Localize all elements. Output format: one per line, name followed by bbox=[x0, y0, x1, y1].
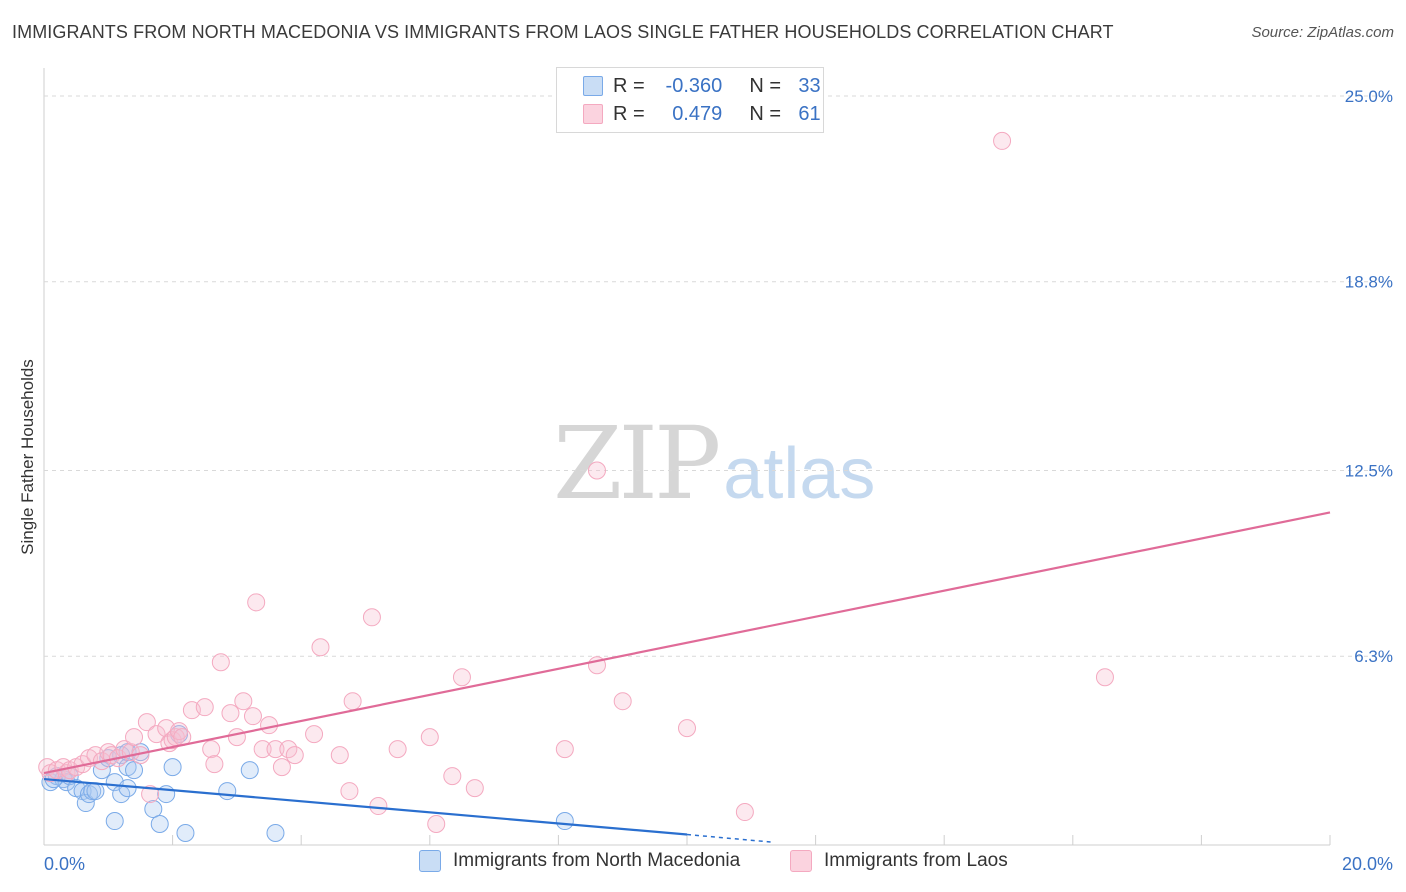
laos-point bbox=[125, 728, 144, 747]
legend-n-label: N = bbox=[749, 74, 782, 97]
laos-point bbox=[170, 722, 189, 741]
source-credit: Source: ZipAtlas.com bbox=[1251, 24, 1394, 41]
laos-point bbox=[330, 746, 349, 765]
north-macedonia-point bbox=[144, 800, 163, 819]
chart-title: IMMIGRANTS FROM NORTH MACEDONIA VS IMMIG… bbox=[12, 22, 1114, 42]
laos-point bbox=[205, 755, 224, 774]
laos-point bbox=[221, 704, 240, 723]
watermark-atlas: atlas bbox=[723, 434, 876, 514]
laos-point bbox=[443, 767, 462, 786]
series-legend-laos: Immigrants from Laos bbox=[790, 850, 1008, 872]
north-macedonia-trend-line bbox=[43, 777, 688, 836]
laos-point bbox=[141, 785, 160, 804]
north-macedonia-point bbox=[125, 761, 144, 780]
laos-point bbox=[311, 638, 330, 657]
laos-point bbox=[678, 719, 696, 738]
legend-r-label: R = bbox=[613, 102, 645, 125]
north-macedonia-trend-extension bbox=[686, 833, 771, 843]
laos-point bbox=[465, 779, 484, 798]
y-tick-label: 12.5% bbox=[1345, 461, 1393, 480]
series-label-laos: Immigrants from Laos bbox=[824, 850, 1008, 871]
y-tick-label: 6.3% bbox=[1354, 647, 1393, 666]
laos-point bbox=[388, 740, 407, 759]
laos-point bbox=[420, 728, 439, 747]
legend-n-value: 61 bbox=[798, 102, 821, 125]
x-tick-label: 0.0% bbox=[44, 854, 85, 874]
north-macedonia-point bbox=[555, 812, 574, 831]
laos-point bbox=[1095, 668, 1114, 687]
laos-point bbox=[211, 653, 230, 672]
north-macedonia-point bbox=[266, 824, 285, 843]
watermark-zip: ZIP bbox=[553, 405, 721, 522]
y-tick-label: 18.8% bbox=[1345, 273, 1393, 292]
series-label-north-macedonia: Immigrants from North Macedonia bbox=[453, 850, 741, 871]
laos-point bbox=[243, 707, 262, 726]
series-swatch-laos bbox=[790, 850, 812, 872]
legend-r-label: R = bbox=[613, 74, 645, 97]
series-swatch-north-macedonia bbox=[419, 850, 441, 872]
x-tick-label: 20.0% bbox=[1342, 854, 1393, 874]
laos-point bbox=[202, 740, 221, 759]
legend-n-value: 33 bbox=[798, 74, 821, 97]
legend-n-label: N = bbox=[749, 102, 782, 125]
north-macedonia-point bbox=[105, 812, 124, 831]
legend-r-value: 0.479 bbox=[672, 102, 723, 125]
laos-point bbox=[452, 668, 471, 687]
laos-point bbox=[362, 608, 381, 627]
legend-r-value: -0.360 bbox=[665, 74, 723, 97]
laos-point bbox=[613, 692, 632, 711]
legend-swatch-north-macedonia bbox=[583, 76, 603, 96]
laos-point bbox=[735, 803, 754, 822]
north-macedonia-point bbox=[240, 761, 259, 780]
laos-trend-line bbox=[43, 511, 1331, 775]
laos-point bbox=[343, 692, 362, 711]
north-macedonia-point bbox=[150, 815, 169, 834]
laos-point bbox=[266, 740, 285, 759]
laos-point bbox=[285, 746, 304, 765]
laos-point bbox=[137, 713, 156, 732]
north-macedonia-point bbox=[118, 779, 137, 798]
north-macedonia-point bbox=[176, 824, 195, 843]
series-legend: Immigrants from North Macedonia Immigran… bbox=[0, 850, 1406, 880]
laos-point bbox=[369, 797, 388, 816]
laos-point bbox=[587, 461, 606, 480]
watermark: ZIPatlas bbox=[553, 405, 875, 522]
y-axis-label: Single Father Households bbox=[18, 359, 37, 555]
laos-point bbox=[305, 725, 324, 744]
series-legend-north-macedonia: Immigrants from North Macedonia bbox=[419, 850, 740, 872]
laos-point bbox=[147, 725, 166, 744]
laos-point bbox=[163, 731, 182, 750]
laos-point bbox=[227, 728, 246, 747]
laos-point bbox=[427, 815, 446, 834]
laos-point bbox=[555, 740, 574, 759]
north-macedonia-point bbox=[218, 782, 237, 801]
laos-point bbox=[272, 758, 291, 777]
north-macedonia-point bbox=[163, 758, 182, 777]
laos-point bbox=[993, 131, 1012, 150]
laos-point bbox=[340, 782, 359, 801]
y-tick-label: 25.0% bbox=[1345, 87, 1393, 106]
laos-point bbox=[195, 698, 214, 717]
laos-point bbox=[234, 692, 253, 711]
laos-point bbox=[253, 740, 272, 759]
laos-point bbox=[247, 593, 266, 612]
correlation-legend: R = -0.360 N = 33 R = 0.479 N = 61 bbox=[556, 67, 824, 133]
legend-swatch-laos bbox=[583, 104, 603, 124]
